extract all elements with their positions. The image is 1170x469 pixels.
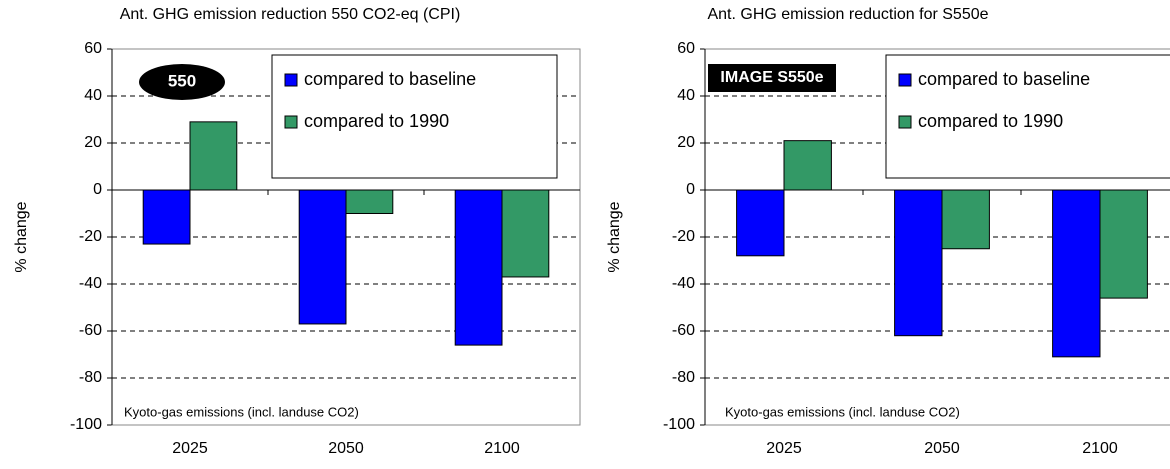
legend-swatch bbox=[898, 73, 912, 87]
y-tick-label: -80 bbox=[672, 369, 695, 386]
y-tick-label: -60 bbox=[672, 322, 695, 339]
y-tick-label: 20 bbox=[84, 134, 102, 151]
legend-label: compared to baseline bbox=[304, 69, 476, 89]
legend-swatch bbox=[284, 115, 298, 129]
y-tick-label: 40 bbox=[677, 87, 695, 104]
bar bbox=[736, 189, 785, 257]
bar bbox=[142, 189, 191, 245]
badge: IMAGE S550e bbox=[720, 69, 823, 86]
bar bbox=[189, 121, 238, 191]
legend-box bbox=[885, 54, 1170, 179]
x-tick-label: 2100 bbox=[1082, 440, 1118, 457]
badge-shape bbox=[708, 64, 836, 92]
y-tick-label: -40 bbox=[79, 275, 102, 292]
bar bbox=[783, 140, 832, 191]
y-tick-label: -100 bbox=[70, 416, 102, 433]
note: Kyoto-gas emissions (incl. landuse CO2) bbox=[124, 404, 359, 419]
chart-title: Ant. GHG emission reduction 550 CO2-eq (… bbox=[120, 6, 461, 23]
bar bbox=[501, 189, 550, 278]
badge: 550 bbox=[168, 71, 196, 90]
bar bbox=[454, 189, 503, 346]
legend-swatch bbox=[284, 73, 298, 87]
legend-label: compared to 1990 bbox=[918, 111, 1063, 131]
bar bbox=[1052, 189, 1101, 358]
x-tick-label: 2050 bbox=[328, 440, 364, 457]
bar bbox=[345, 189, 394, 214]
y-tick-label: 60 bbox=[84, 40, 102, 57]
legend-box bbox=[271, 54, 558, 179]
y-tick-label: 20 bbox=[677, 134, 695, 151]
bar bbox=[894, 189, 943, 337]
y-tick-label: -100 bbox=[663, 416, 695, 433]
chart-title: Ant. GHG emission reduction for S550e bbox=[707, 6, 988, 23]
y-axis-label: % change bbox=[606, 201, 623, 272]
y-tick-label: -20 bbox=[672, 228, 695, 245]
bar bbox=[298, 189, 347, 325]
legend-label: compared to baseline bbox=[918, 69, 1090, 89]
y-tick-label: 0 bbox=[93, 181, 102, 198]
y-tick-label: -60 bbox=[79, 322, 102, 339]
bar bbox=[1099, 189, 1148, 299]
legend-label: compared to 1990 bbox=[304, 111, 449, 131]
bar bbox=[941, 189, 990, 250]
legend-swatch bbox=[898, 115, 912, 129]
note: Kyoto-gas emissions (incl. landuse CO2) bbox=[725, 404, 960, 419]
y-tick-label: -20 bbox=[79, 228, 102, 245]
x-tick-label: 2025 bbox=[172, 440, 208, 457]
badge-shape bbox=[139, 64, 225, 100]
y-tick-label: -80 bbox=[79, 369, 102, 386]
x-tick-label: 2050 bbox=[924, 440, 960, 457]
y-tick-label: 60 bbox=[677, 40, 695, 57]
x-tick-label: 2100 bbox=[484, 440, 520, 457]
y-tick-label: 0 bbox=[686, 181, 695, 198]
y-tick-label: 40 bbox=[84, 87, 102, 104]
y-axis-label: % change bbox=[13, 201, 30, 272]
y-tick-label: -40 bbox=[672, 275, 695, 292]
x-tick-label: 2025 bbox=[766, 440, 802, 457]
